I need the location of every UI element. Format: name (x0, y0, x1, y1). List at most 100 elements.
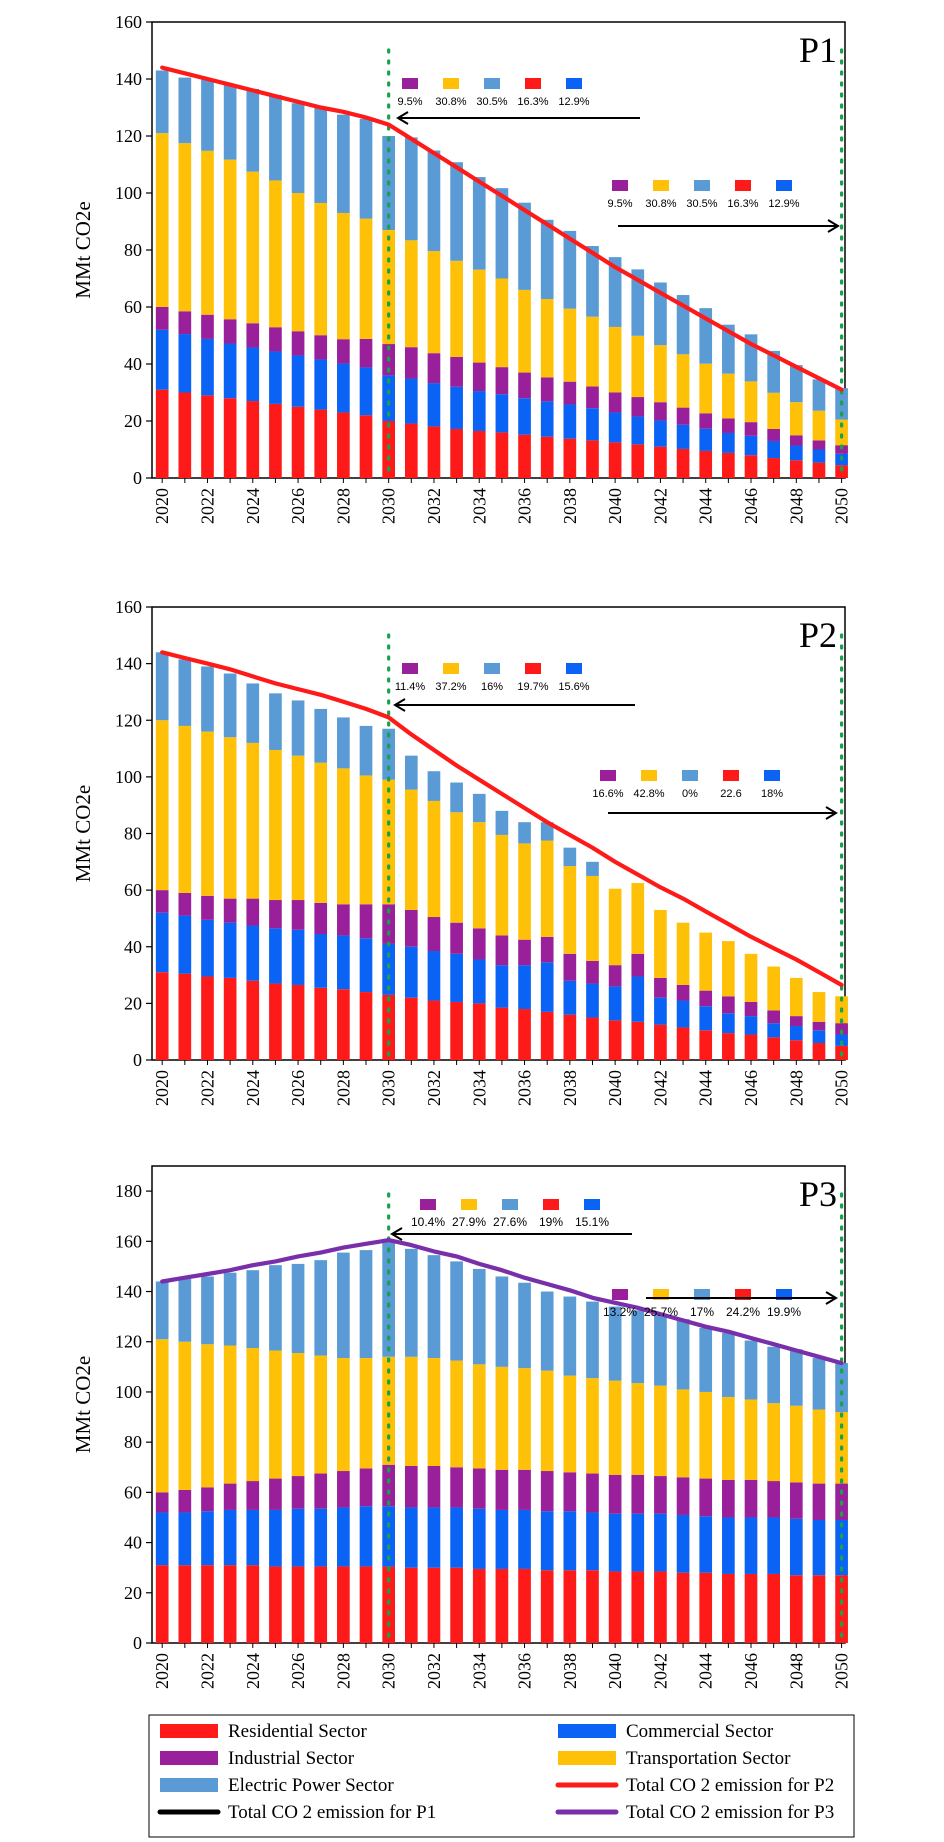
y-tick-label: 60 (124, 1482, 142, 1502)
bar-transportation-2043 (676, 922, 690, 985)
bar-residential-2038 (563, 438, 577, 478)
bar-transportation-2049 (812, 410, 826, 441)
bar-transportation-2036 (518, 1368, 531, 1470)
legend-label: Industrial Sector (228, 1748, 355, 1769)
x-tick-label: 2042 (650, 488, 670, 524)
share-annotation-2: 9.5% 30.8% 30.5% 16.3% 12.9% (607, 180, 840, 233)
bar-commercial-2038 (563, 980, 577, 1015)
share-percent: 37.2% (435, 681, 466, 693)
share-percent: 0% (682, 788, 698, 800)
bar-residential-2032 (427, 426, 441, 478)
bar-commercial-2029 (359, 1506, 373, 1567)
bar-residential-2028 (337, 412, 350, 478)
x-tick-label: 2038 (560, 488, 580, 524)
bar-electric-2021 (178, 1278, 192, 1342)
bar-electric-2029 (359, 725, 373, 776)
bar-electric-2029 (359, 118, 373, 219)
bar-transportation-2048 (789, 402, 803, 436)
panel-title: P3 (799, 1174, 837, 1214)
bar-industrial-2033 (450, 356, 463, 387)
bar-transportation-2033 (450, 260, 463, 357)
bar-electric-2036 (518, 1282, 531, 1369)
bar-commercial-2026 (291, 355, 305, 407)
bar-commercial-2025 (269, 351, 282, 404)
bar-industrial-2031 (404, 347, 418, 379)
y-tick-label: 160 (115, 12, 142, 32)
share-percent: 11.4% (395, 681, 426, 693)
bar-commercial-2027 (314, 359, 328, 410)
y-tick-label: 180 (115, 1181, 142, 1201)
bar-transportation-2027 (314, 202, 328, 336)
share-swatch (443, 663, 459, 674)
bar-residential-2043 (676, 1572, 690, 1643)
bar-residential-2043 (676, 448, 690, 478)
bar-industrial-2042 (654, 977, 667, 998)
x-tick-label: 2044 (696, 488, 716, 524)
bar-commercial-2047 (767, 1023, 781, 1038)
bar-transportation-2048 (789, 977, 803, 1017)
x-tick-label: 2048 (786, 488, 806, 524)
bar-transportation-2029 (359, 1358, 373, 1469)
share-percent: 9.5% (397, 96, 422, 108)
bar-transportation-2021 (178, 725, 192, 893)
bar-electric-2026 (291, 1263, 305, 1354)
share-swatch (764, 770, 780, 781)
bar-residential-2028 (337, 1566, 350, 1643)
legend-label: Commercial Sector (626, 1721, 774, 1742)
legend-item-total_p3: Total CO 2 emission for P3 (555, 1802, 834, 1823)
bar-commercial-2022 (201, 919, 214, 977)
bar-transportation-2029 (359, 218, 373, 339)
share-percent: 13.2% (603, 1305, 637, 1319)
bar-residential-2025 (269, 983, 282, 1060)
bar-transportation-2030 (382, 230, 396, 345)
bar-industrial-2035 (495, 1469, 509, 1510)
x-tick-label: 2032 (424, 488, 444, 524)
bar-transportation-2041 (631, 335, 645, 398)
bar-residential-2049 (812, 462, 826, 478)
x-tick-label: 2030 (379, 1070, 399, 1106)
bar-commercial-2028 (337, 363, 350, 413)
bar-industrial-2046 (744, 1479, 758, 1518)
bar-industrial-2024 (246, 898, 260, 926)
bar-commercial-2049 (812, 1519, 826, 1576)
x-tick-label: 2050 (832, 1070, 852, 1106)
bar-electric-2020 (155, 1281, 169, 1340)
bar-residential-2040 (608, 1571, 622, 1643)
bar-industrial-2033 (450, 1467, 463, 1508)
legend-swatch (160, 1778, 218, 1792)
bar-transportation-2034 (472, 822, 486, 929)
bar-commercial-2034 (472, 1508, 486, 1569)
bar-industrial-2037 (540, 377, 554, 402)
bar-residential-2025 (269, 403, 282, 478)
share-swatch (653, 1289, 669, 1300)
y-tick-label: 80 (124, 240, 142, 260)
bar-transportation-2030 (382, 779, 396, 905)
bar-electric-2036 (518, 822, 531, 844)
bar-electric-2050 (835, 1363, 848, 1413)
bar-residential-2021 (178, 973, 192, 1060)
bar-transportation-2038 (563, 308, 577, 382)
bar-transportation-2046 (744, 953, 758, 1002)
share-percent: 19% (539, 1215, 563, 1229)
bar-residential-2029 (359, 1566, 373, 1643)
bar-industrial-2036 (518, 372, 531, 399)
share-swatch (443, 78, 459, 89)
bar-transportation-2037 (540, 1370, 554, 1472)
bar-industrial-2025 (269, 327, 282, 352)
bar-electric-2045 (722, 324, 735, 374)
bar-transportation-2020 (155, 1339, 169, 1493)
bar-residential-2024 (246, 980, 260, 1060)
bar-electric-2024 (246, 683, 260, 743)
x-tick-label: 2048 (786, 1653, 806, 1689)
bar-industrial-2049 (812, 1483, 826, 1520)
bar-commercial-2050 (835, 1034, 848, 1046)
bar-industrial-2022 (201, 1487, 214, 1512)
bar-electric-2048 (789, 1349, 803, 1406)
y-tick-label: 20 (124, 1583, 142, 1603)
bar-transportation-2025 (269, 749, 282, 901)
bar-residential-2033 (450, 1567, 463, 1643)
bar-industrial-2029 (359, 338, 373, 368)
bar-transportation-2042 (654, 909, 667, 978)
bar-electric-2040 (608, 1306, 622, 1381)
